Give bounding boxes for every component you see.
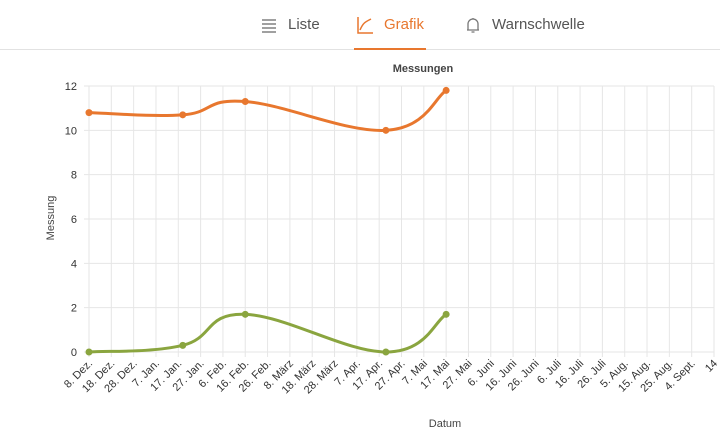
x-tick-label: 14 (703, 358, 720, 375)
series-2-point[interactable] (179, 341, 187, 349)
tab-grafik-label: Grafik (384, 16, 425, 33)
bell-icon (464, 16, 482, 34)
series-1-point[interactable] (241, 98, 249, 106)
series-2-point[interactable] (442, 310, 450, 318)
series-1-point[interactable] (179, 111, 187, 119)
series-2-point[interactable] (382, 348, 390, 356)
y-tick-label: 0 (71, 347, 77, 359)
y-tick-label: 10 (65, 125, 77, 137)
tab-warnschwelle[interactable]: Warnschwelle (464, 0, 585, 49)
y-tick-label: 2 (71, 303, 77, 315)
series-2-point[interactable] (241, 310, 249, 318)
x-axis-label: Datum (429, 418, 461, 430)
tab-liste-label: Liste (288, 16, 320, 33)
y-tick-label: 4 (71, 258, 77, 270)
series-1-point[interactable] (85, 109, 93, 117)
tab-bar: Liste Grafik Warnschwelle (0, 0, 720, 50)
tab-warnschwelle-label: Warnschwelle (492, 16, 585, 33)
line-chart-icon (356, 16, 374, 34)
tab-grafik[interactable]: Grafik (353, 0, 427, 50)
y-tick-label: 6 (71, 214, 77, 226)
list-icon (260, 16, 278, 34)
y-axis-label: Messung (45, 196, 57, 241)
series-2-point[interactable] (85, 348, 93, 356)
series-1-line (88, 89, 448, 132)
y-tick-label: 8 (71, 170, 77, 182)
series-1-point[interactable] (442, 86, 450, 94)
series-2-line (88, 312, 448, 354)
y-tick-label: 12 (65, 81, 77, 93)
tab-liste[interactable]: Liste (260, 0, 320, 49)
series-1-point[interactable] (382, 126, 390, 134)
chart-title: Messungen (393, 63, 454, 75)
